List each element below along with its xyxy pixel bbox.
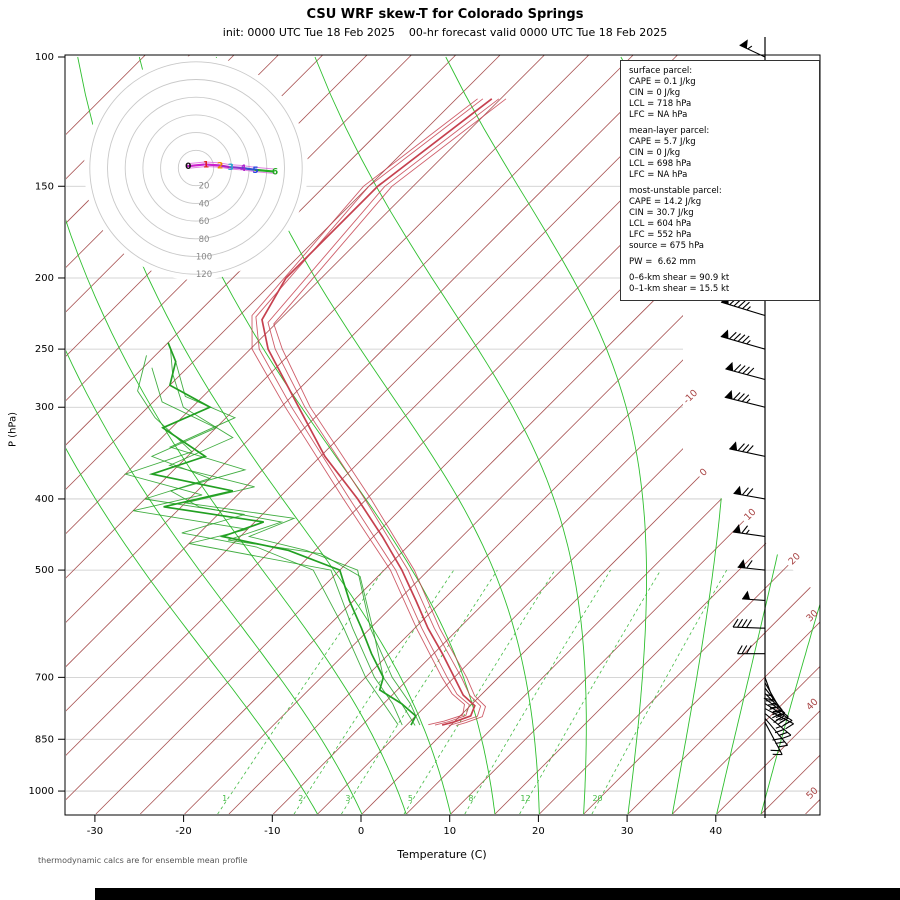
svg-text:10: 10 [742,507,758,523]
parcel-line: LFC = 552 hPa [629,230,692,240]
svg-text:3: 3 [228,163,234,173]
svg-text:150: 150 [35,181,54,192]
svg-text:40: 40 [709,826,722,837]
svg-text:8: 8 [468,794,473,803]
svg-text:40: 40 [804,697,820,713]
svg-text:20: 20 [532,826,545,837]
svg-text:-10: -10 [681,388,700,407]
parcel-line: CIN = 0 J/kg [629,88,681,98]
parcel-line: LCL = 604 hPa [629,219,692,229]
bottom-bar [95,888,900,900]
parcel-section-title: most-unstable parcel: [629,186,722,196]
svg-text:-10: -10 [264,826,280,837]
svg-text:12: 12 [520,794,530,803]
svg-text:0: 0 [185,162,191,172]
svg-text:0: 0 [358,826,364,837]
y-axis-label: P (hPa) [7,411,19,448]
page-title: CSU WRF skew-T for Colorado Springs [306,7,584,22]
svg-text:120: 120 [196,270,212,280]
svg-text:5: 5 [408,794,413,803]
svg-text:20: 20 [592,794,602,803]
parcel-line: 0–6-km shear = 90.9 kt [629,273,730,283]
svg-text:1: 1 [222,794,227,803]
footer-note: thermodynamic calcs are for ensemble mea… [38,856,248,865]
svg-text:1: 1 [203,160,209,170]
parcel-line: LFC = NA hPa [629,170,688,180]
parcel-line: LCL = 718 hPa [629,99,692,109]
svg-text:30: 30 [621,826,634,837]
parcel-line: CIN = 30.7 J/kg [629,208,694,218]
svg-text:3: 3 [345,794,350,803]
svg-text:300: 300 [35,402,54,413]
svg-text:500: 500 [35,565,54,576]
parcel-info-box: surface parcel: CAPE = 0.1 J/kg CIN = 0 J/… [620,60,820,301]
svg-text:5: 5 [252,166,258,176]
parcel-section-title: mean-layer parcel: [629,126,710,136]
svg-text:6: 6 [272,168,278,178]
parcel-line: 0–1-km shear = 15.5 kt [629,284,730,294]
svg-text:2: 2 [217,161,223,171]
parcel-line: CIN = 0 J/kg [629,148,681,158]
parcel-line: CAPE = 5.7 J/kg [629,137,696,147]
svg-text:60: 60 [199,217,210,227]
svg-text:700: 700 [35,672,54,683]
svg-text:20: 20 [199,182,210,192]
svg-text:100: 100 [196,253,212,263]
page-subtitle: init: 0000 UTC Tue 18 Feb 2025 00-hr for… [222,26,668,39]
svg-text:20: 20 [787,551,803,567]
parcel-line: PW = 6.62 mm [629,257,696,267]
svg-text:-30: -30 [87,826,103,837]
parcel-line: LCL = 698 hPa [629,159,692,169]
svg-text:-20: -20 [175,826,191,837]
svg-text:4: 4 [240,164,246,174]
svg-text:80: 80 [199,235,210,245]
parcel-line: LFC = NA hPa [629,110,688,120]
svg-text:850: 850 [35,734,54,745]
svg-text:400: 400 [35,494,54,505]
svg-text:2: 2 [298,794,303,803]
profile-lines [123,98,507,726]
parcel-line: CAPE = 0.1 J/kg [629,77,696,87]
svg-text:10: 10 [443,826,456,837]
svg-text:100: 100 [35,52,54,63]
parcel-line: source = 675 hPa [629,241,705,251]
svg-text:250: 250 [35,344,54,355]
svg-text:200: 200 [35,273,54,284]
svg-text:40: 40 [199,199,210,209]
svg-text:50: 50 [804,785,820,801]
parcel-line: CAPE = 14.2 J/kg [629,197,702,207]
hodograph: 20 40 60 80 100 120 0 1 2 3 4 5 6 [84,56,308,280]
x-axis-label: Temperature (C) [397,848,487,861]
svg-text:1000: 1000 [29,786,54,797]
parcel-section-title: surface parcel: [629,66,693,76]
